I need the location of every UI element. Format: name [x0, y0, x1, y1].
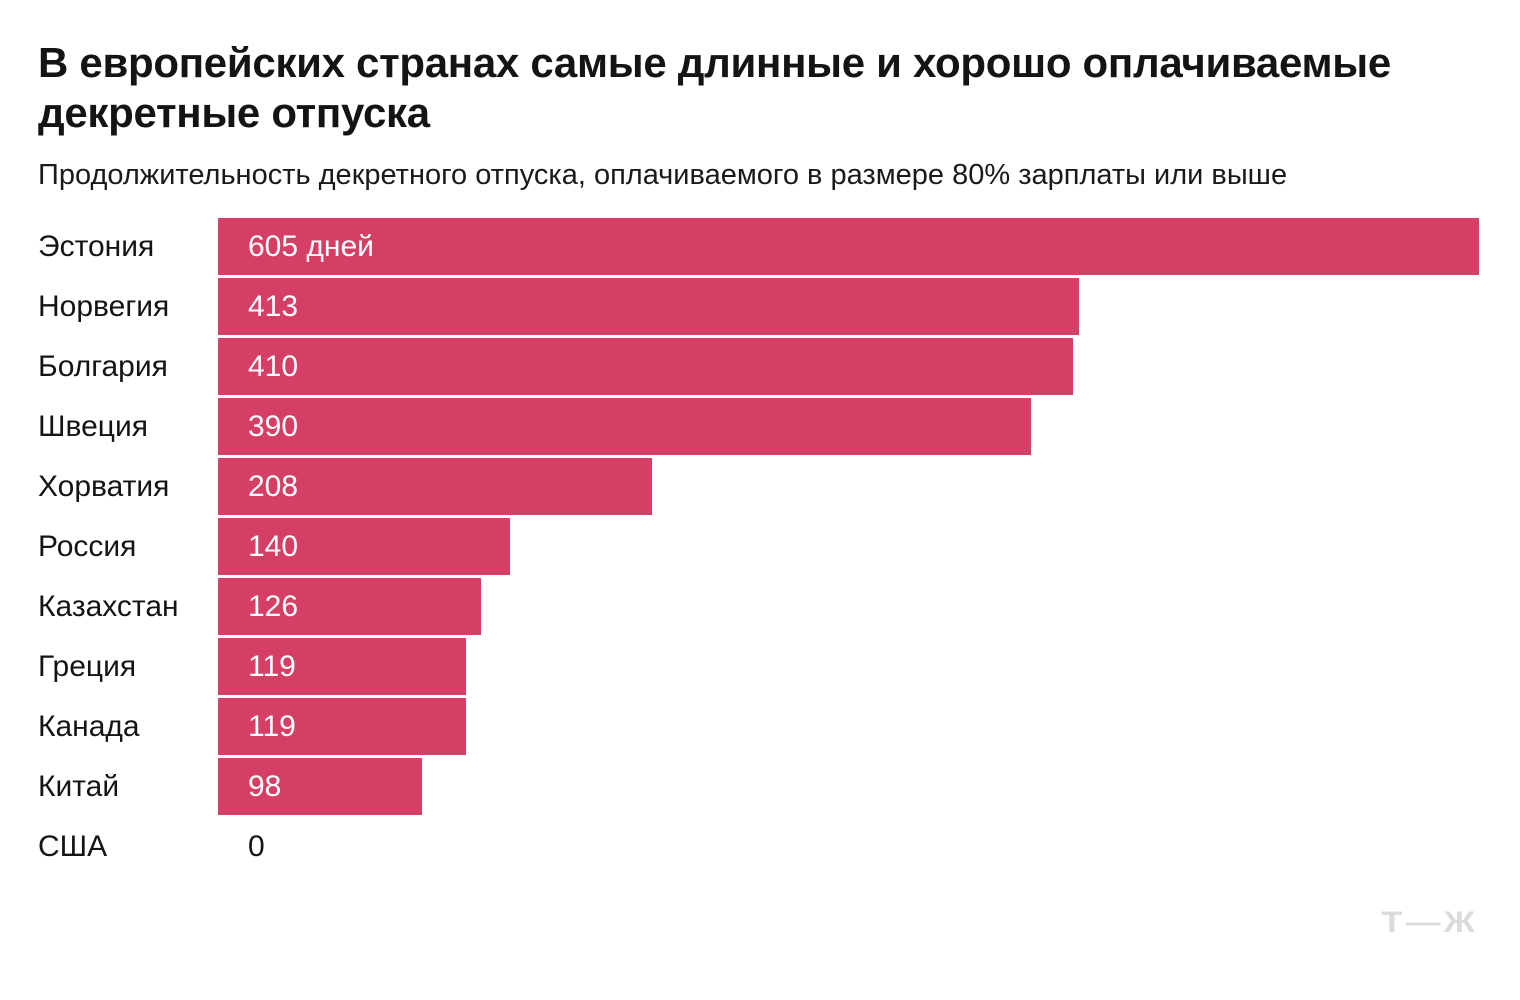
bar-value-label: 605 дней	[248, 229, 374, 263]
category-label: Норвегия	[38, 290, 170, 323]
chart-row: Греция 119	[0, 638, 1520, 698]
chart-row: Казахстан 126	[0, 578, 1520, 638]
bar-sweden: 390	[218, 398, 1031, 455]
chart-row: США 0	[0, 818, 1520, 878]
bar-russia: 140	[218, 518, 510, 575]
bar-value-label: 119	[248, 649, 296, 683]
chart-row: Канада 119	[0, 698, 1520, 758]
chart-row: Норвегия 413	[0, 278, 1520, 338]
bar-value-label: 390	[248, 409, 299, 443]
category-label: Китай	[38, 770, 120, 803]
category-label: Болгария	[38, 350, 168, 383]
category-label: Казахстан	[38, 590, 179, 623]
chart-title-line1: В европейских странах самые длинные и хо…	[38, 39, 1391, 86]
chart-title-line2: декретные отпуска	[38, 89, 430, 136]
category-label: Хорватия	[38, 470, 170, 503]
bar-kazakhstan: 126	[218, 578, 481, 635]
bar-canada: 119	[218, 698, 466, 755]
bar-china: 98	[218, 758, 422, 815]
chart-row: Россия 140	[0, 518, 1520, 578]
category-label: Канада	[38, 710, 140, 743]
category-label: Греция	[38, 650, 137, 683]
bar-value-label: 410	[248, 349, 299, 383]
bar-estonia: 605 дней	[218, 218, 1479, 275]
bar-norway: 413	[218, 278, 1079, 335]
chart-row: Швеция 390	[0, 398, 1520, 458]
chart-row: Эстония 605 дней	[0, 218, 1520, 278]
bar-value-label: 413	[248, 289, 299, 323]
category-label: Швеция	[38, 410, 148, 443]
bar-chart: Эстония 605 дней Норвегия 413 Болгария 4…	[0, 218, 1520, 878]
chart-header: В европейских странах самые длинные и хо…	[0, 0, 1520, 192]
category-label: Россия	[38, 530, 137, 563]
bar-value-label: 126	[248, 589, 299, 623]
bar-value-label: 0	[248, 829, 265, 863]
bar-greece: 119	[218, 638, 466, 695]
bar-value-label: 119	[248, 709, 296, 743]
bar-value-label: 98	[248, 769, 282, 803]
chart-title: В европейских странах самые длинные и хо…	[38, 38, 1480, 138]
category-label: Эстония	[38, 230, 155, 263]
category-label: США	[38, 830, 108, 863]
bar-value-label: 140	[248, 529, 299, 563]
chart-subtitle: Продолжительность декретного отпуска, оп…	[38, 159, 1288, 191]
chart-row: Болгария 410	[0, 338, 1520, 398]
tzh-logo: Т—Ж	[1380, 906, 1478, 939]
bar-croatia: 208	[218, 458, 652, 515]
chart-row: Китай 98	[0, 758, 1520, 818]
bar-bulgaria: 410	[218, 338, 1073, 395]
chart-row: Хорватия 208	[0, 458, 1520, 518]
bar-value-label: 208	[248, 469, 299, 503]
